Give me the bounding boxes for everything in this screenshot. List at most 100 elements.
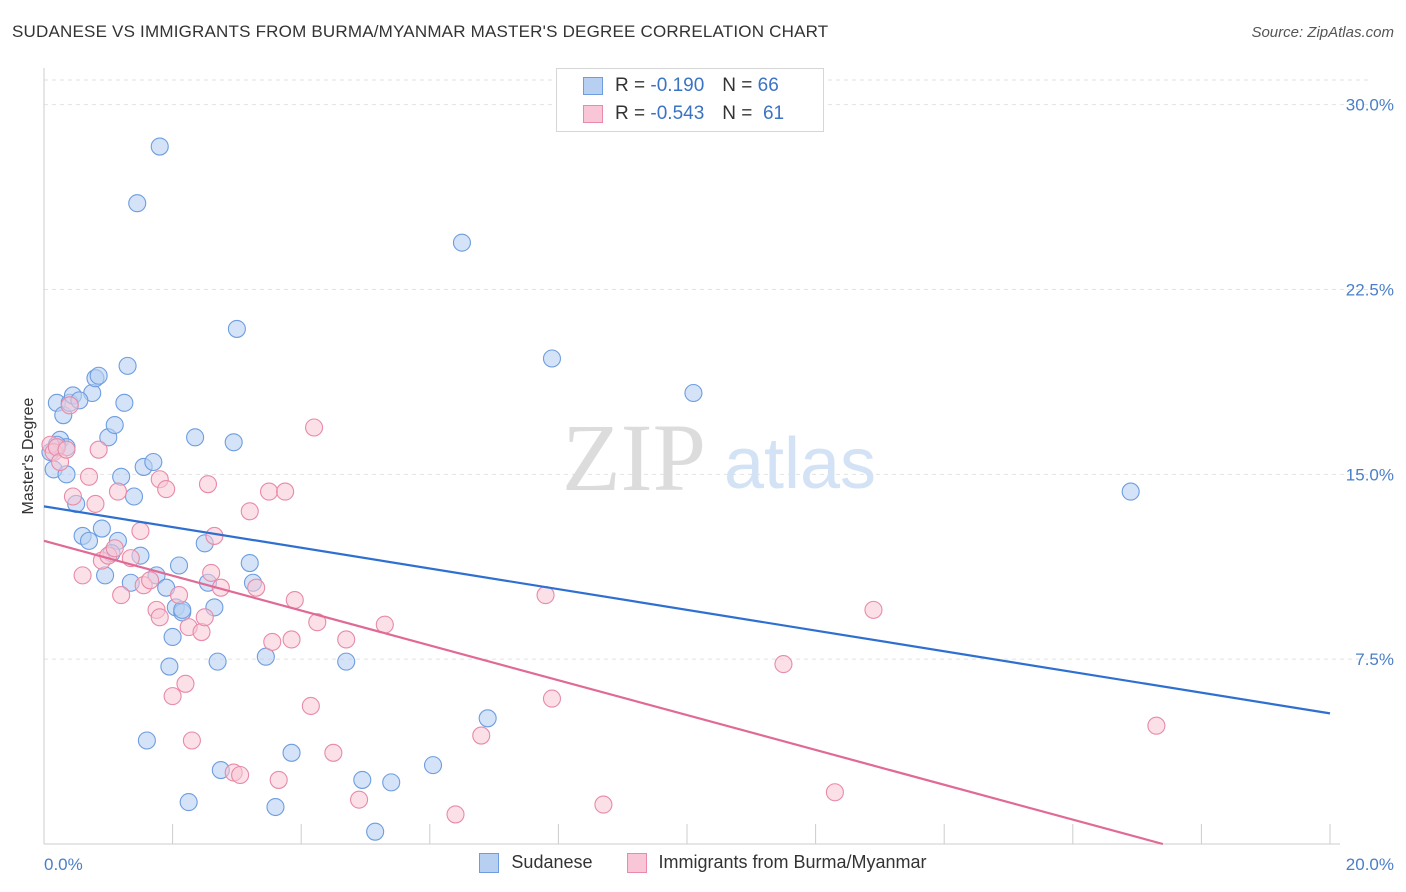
burma-point bbox=[63, 487, 82, 506]
legend-r-label: R = bbox=[615, 75, 646, 96]
sudanese-point bbox=[684, 383, 703, 403]
legend-swatch-burma bbox=[583, 105, 603, 123]
y-tick-label: 30.0% bbox=[1346, 96, 1394, 115]
burma-point bbox=[240, 502, 259, 521]
burma-point bbox=[57, 440, 76, 459]
burma-point bbox=[324, 743, 343, 762]
sudanese-point bbox=[96, 566, 115, 585]
legend-n-label: N = bbox=[722, 75, 753, 96]
legend-item-burma: Immigrants from Burma/Myanmar bbox=[626, 852, 927, 873]
burma-point bbox=[176, 674, 195, 693]
burma-point bbox=[192, 623, 211, 642]
chart-title: SUDANESE VS IMMIGRANTS FROM BURMA/MYANMA… bbox=[12, 22, 829, 41]
sudanese-point bbox=[169, 556, 189, 575]
sudanese-point bbox=[353, 770, 372, 789]
burma-point bbox=[337, 630, 356, 649]
sudanese-point bbox=[115, 393, 134, 412]
burma-point bbox=[60, 396, 79, 415]
burma-point bbox=[542, 689, 562, 708]
burma-point bbox=[163, 687, 182, 706]
burma-point bbox=[247, 578, 266, 597]
burma-point bbox=[108, 482, 127, 501]
sudanese-point bbox=[173, 600, 192, 619]
burma-point bbox=[231, 765, 250, 785]
sudanese-point bbox=[92, 519, 111, 538]
sudanese-point bbox=[160, 657, 179, 676]
burma-point bbox=[446, 805, 465, 824]
burma-point bbox=[86, 494, 105, 513]
sudanese-point bbox=[227, 319, 246, 338]
burma-point bbox=[157, 480, 176, 499]
legend-n-value: 61 bbox=[762, 103, 785, 124]
y-tick-label: 22.5% bbox=[1346, 280, 1394, 299]
burma-point bbox=[1147, 716, 1166, 735]
burma-point bbox=[301, 696, 320, 716]
burma-point bbox=[131, 521, 150, 541]
source-label: Source: ZipAtlas.com bbox=[1251, 24, 1394, 41]
sudanese-point bbox=[382, 773, 401, 792]
sudanese-point bbox=[366, 822, 385, 841]
sudanese-point bbox=[1121, 482, 1140, 501]
sudanese-point bbox=[179, 793, 198, 812]
sudanese-point bbox=[423, 756, 443, 775]
trend-lines bbox=[43, 505, 1331, 846]
legend-item-sudanese: Sudanese bbox=[479, 852, 593, 873]
sudanese-point bbox=[163, 627, 182, 647]
x-tick-label: 0.0% bbox=[44, 855, 83, 874]
legend-row-burma: R = -0.543 N = 61 bbox=[583, 101, 784, 127]
burma-point bbox=[594, 795, 613, 814]
sudanese-point bbox=[478, 709, 497, 728]
correlation-legend: R = -0.190 N = 66 R = -0.543 N = 61 bbox=[556, 68, 824, 132]
burma-point bbox=[141, 571, 160, 590]
y-tick-label: 15.0% bbox=[1346, 465, 1394, 484]
sudanese-point bbox=[208, 652, 227, 671]
x-tick-label: 20.0% bbox=[1346, 855, 1394, 874]
watermark-zip: ZIP bbox=[562, 404, 706, 511]
grid-lines bbox=[44, 79, 1370, 660]
burma-point bbox=[150, 608, 169, 627]
legend-swatch-burma bbox=[626, 852, 647, 873]
burma-point bbox=[864, 600, 883, 619]
legend-row-sudanese: R = -0.190 N = 66 bbox=[583, 73, 779, 99]
sudanese-point bbox=[337, 652, 356, 671]
legend-r-label: R = bbox=[615, 103, 646, 124]
burma-point bbox=[169, 586, 189, 605]
sudanese-point bbox=[128, 194, 147, 213]
burma-point bbox=[350, 790, 369, 809]
sudanese-point bbox=[240, 553, 259, 573]
burma-point bbox=[198, 475, 218, 494]
sudanese-point bbox=[224, 433, 243, 452]
watermark: ZIP atlas bbox=[562, 404, 876, 511]
legend-swatch-sudanese bbox=[479, 852, 500, 873]
sudanese-point bbox=[137, 731, 156, 750]
legend-label-burma: Immigrants from Burma/Myanmar bbox=[658, 852, 927, 872]
burma-point bbox=[472, 726, 491, 745]
burma-points bbox=[41, 396, 1166, 824]
sudanese-point bbox=[452, 233, 472, 252]
sudanese-point bbox=[144, 452, 163, 472]
legend-n-value: 66 bbox=[757, 75, 779, 96]
burma-point bbox=[79, 467, 99, 486]
burma-point bbox=[195, 608, 214, 627]
sudanese-trend-line bbox=[43, 505, 1331, 715]
series-legend: Sudanese Immigrants from Burma/Myanmar bbox=[0, 852, 1406, 873]
legend-label-sudanese: Sudanese bbox=[511, 852, 593, 872]
burma-point bbox=[774, 655, 793, 674]
burma-point bbox=[73, 566, 92, 585]
watermark-atlas: atlas bbox=[724, 424, 876, 504]
burma-point bbox=[285, 590, 304, 610]
burma-point bbox=[89, 440, 108, 459]
burma-trend-line bbox=[43, 539, 1164, 846]
y-axis-label: Master's Degree bbox=[20, 397, 37, 514]
legend-n-label: N = bbox=[722, 103, 753, 124]
burma-point bbox=[282, 630, 301, 649]
sudanese-point bbox=[542, 349, 562, 368]
burma-point bbox=[259, 482, 279, 501]
sudanese-point bbox=[266, 797, 285, 817]
y-tick-label: 7.5% bbox=[1355, 650, 1394, 669]
tick-labels: 7.5% 15.0% 22.5% 30.0% 0.0% 20.0% bbox=[44, 96, 1394, 874]
burma-point bbox=[105, 539, 124, 558]
sudanese-point bbox=[124, 487, 144, 506]
burma-point bbox=[308, 613, 327, 632]
